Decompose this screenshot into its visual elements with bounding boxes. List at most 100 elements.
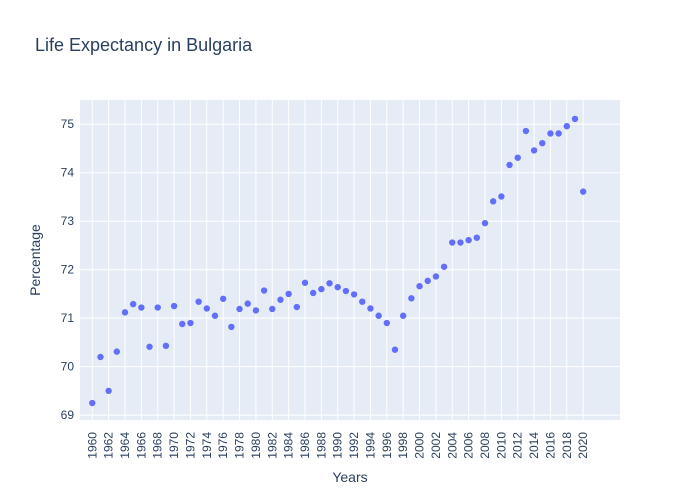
x-tick-label: 1970 (167, 432, 181, 459)
x-tick-labels: 1960 1962 1964 1966 1968 1970 1972 1974 1976 1978… (85, 432, 590, 459)
data-point (162, 342, 170, 350)
data-point (293, 303, 301, 311)
data-point (219, 295, 227, 302)
data-point (571, 115, 579, 123)
data-point (138, 304, 145, 311)
data-point (424, 277, 431, 285)
data-point (530, 147, 538, 154)
x-axis-title: Years (332, 469, 367, 485)
data-point (408, 295, 415, 302)
data-point (522, 127, 530, 135)
plot-background (80, 100, 620, 420)
x-gridlines (91, 100, 584, 420)
data-point (187, 319, 194, 327)
x-tick-label: 1974 (200, 432, 214, 459)
data-point (309, 289, 317, 297)
x-tick-label: 2018 (560, 432, 574, 459)
data-point (465, 236, 472, 244)
x-tick-label: 2006 (462, 432, 476, 459)
data-point (211, 312, 219, 319)
y-tick-label: 74 (61, 166, 75, 180)
x-tick-label: 1972 (183, 432, 197, 459)
x-tick-label: 1990 (331, 432, 345, 459)
data-point (449, 239, 456, 246)
x-tick-label: 2000 (413, 432, 427, 459)
data-point (179, 320, 186, 328)
data-point (579, 188, 587, 195)
x-tick-label: 1976 (216, 432, 230, 459)
data-point (539, 139, 546, 147)
x-tick-label: 1994 (363, 432, 377, 459)
y-tick-label: 71 (61, 311, 75, 325)
data-point (555, 130, 562, 137)
data-point (547, 130, 554, 137)
data-point (440, 263, 448, 270)
x-tick-label: 1998 (396, 432, 410, 459)
data-point (326, 280, 333, 287)
x-tick-label: 1992 (347, 432, 361, 459)
data-point (170, 302, 178, 310)
data-point (97, 353, 104, 361)
y-tick-label: 73 (61, 214, 75, 228)
data-point (489, 198, 497, 205)
data-point (334, 283, 341, 291)
x-tick-label: 1968 (151, 432, 165, 459)
x-tick-label: 1960 (85, 432, 99, 459)
data-point (252, 307, 260, 314)
x-tick-label: 2004 (445, 432, 459, 459)
x-tick-label: 2010 (494, 432, 508, 459)
data-point (195, 298, 202, 305)
x-tick-label: 1982 (265, 432, 279, 459)
x-tick-label: 1980 (249, 432, 263, 459)
x-tick-label: 2014 (527, 432, 541, 459)
data-point (285, 290, 292, 298)
data-point (416, 282, 423, 290)
data-point (269, 305, 276, 313)
data-point (342, 287, 350, 295)
data-point (481, 219, 489, 227)
data-point (432, 273, 440, 280)
y-tick-label: 72 (61, 263, 75, 277)
chart-title: Life Expectancy in Bulgaria (35, 35, 253, 55)
data-point (277, 296, 284, 303)
data-point (383, 319, 391, 327)
y-gridlines (80, 123, 620, 416)
x-tick-label: 2002 (429, 432, 443, 459)
x-tick-label: 1988 (314, 432, 328, 459)
data-point (154, 304, 161, 311)
x-tick-label: 1964 (118, 432, 132, 459)
x-tick-label: 1978 (233, 432, 247, 459)
x-tick-label: 2016 (543, 432, 557, 459)
data-point (514, 154, 521, 161)
x-tick-label: 2008 (478, 432, 492, 459)
data-point (89, 399, 96, 407)
data-point (563, 122, 571, 130)
data-point (105, 387, 112, 395)
data-point (359, 298, 366, 305)
data-points (89, 115, 587, 407)
data-point (129, 300, 137, 308)
x-tick-label: 2020 (576, 432, 590, 459)
data-point (228, 323, 235, 331)
x-tick-label: 1984 (282, 432, 296, 459)
data-point (121, 309, 129, 316)
data-point (457, 239, 464, 246)
data-point (391, 346, 399, 353)
data-point (113, 348, 121, 355)
data-point (367, 305, 374, 312)
y-tick-label: 69 (61, 408, 75, 422)
data-point (301, 279, 309, 286)
data-point (473, 234, 481, 241)
x-tick-label: 1962 (102, 432, 116, 459)
y-axis-title: Percentage (27, 224, 43, 296)
y-tick-label: 75 (61, 117, 75, 131)
x-tick-label: 2012 (511, 432, 525, 459)
data-point (350, 291, 358, 298)
data-point (375, 312, 382, 319)
data-point (260, 287, 268, 294)
x-tick-label: 1996 (380, 432, 394, 459)
y-tick-labels: 69 70 71 72 73 74 75 (61, 117, 75, 422)
data-point (399, 312, 407, 319)
